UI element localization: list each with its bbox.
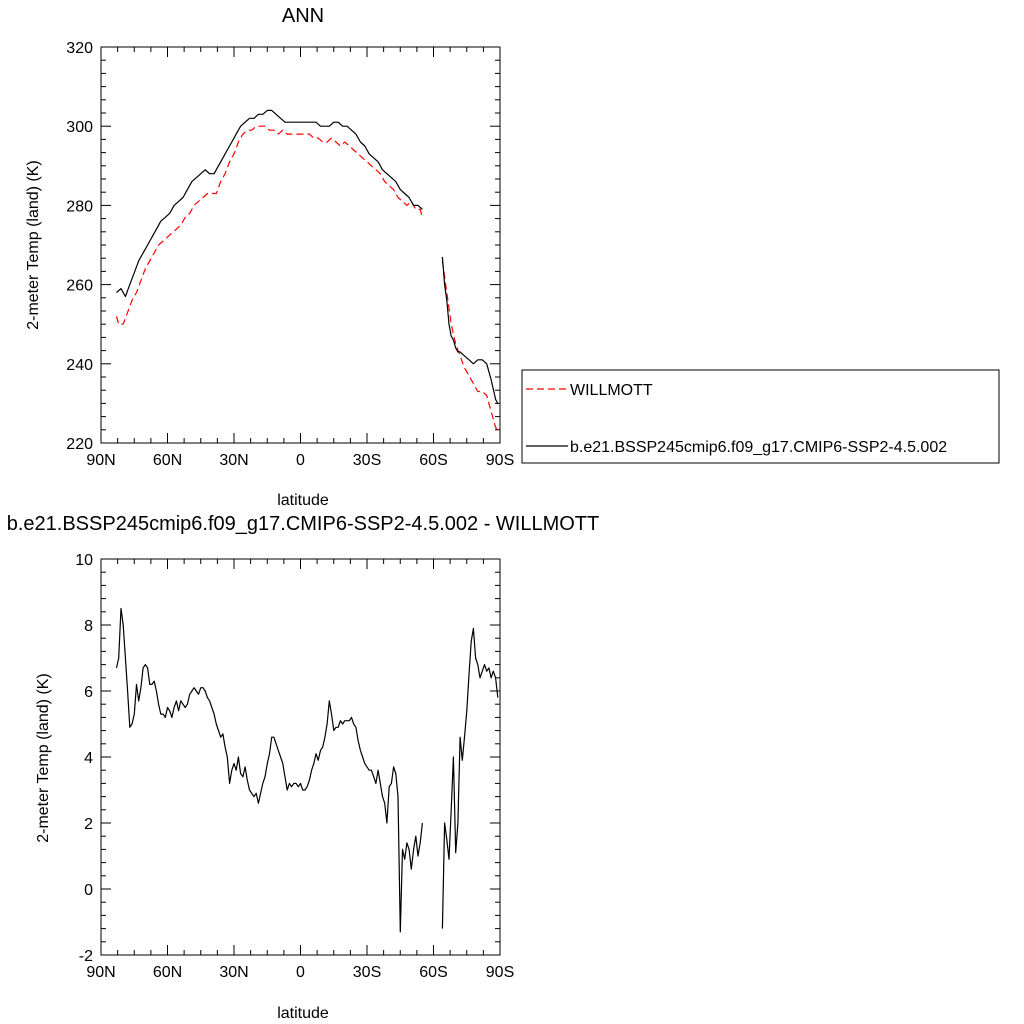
top-y-tick-label: 300	[66, 119, 93, 136]
bottom-x-tick-label: 60S	[419, 964, 447, 981]
legend-label-willmott: WILLMOTT	[570, 382, 653, 399]
bottom-chart-panel: b.e21.BSSP245cmip6.f09_g17.CMIP6-SSP2-4.…	[7, 513, 600, 1022]
bottom-x-axis-label: latitude	[277, 1005, 329, 1022]
bottom-y-tick-label: 4	[84, 750, 93, 767]
top-x-tick-label: 90S	[486, 452, 514, 469]
top-series-1-line-segment-0	[116, 109, 423, 298]
top-y-axis-label: 2-meter Temp (land) (K)	[25, 160, 42, 330]
bottom-chart-title: b.e21.BSSP245cmip6.f09_g17.CMIP6-SSP2-4.…	[7, 513, 600, 535]
bottom-series-0-line-segment-1	[441, 627, 499, 929]
bottom-x-tick-label: 0	[296, 964, 305, 981]
top-x-tick-label: 30S	[353, 452, 381, 469]
bottom-x-tick-label: 30N	[219, 964, 248, 981]
bottom-plot-area: 90N 60N 30N 0 30S 60S 90S -2 0 2 4 6 8 10	[75, 552, 514, 981]
bottom-plot-frame	[100, 558, 501, 956]
top-y-tick-label: 280	[66, 198, 93, 215]
legend-box	[521, 369, 1000, 464]
top-plot-area: 90N 60N 30N 0 30S 60S 90S 220 240 260 280 300 320	[66, 40, 514, 469]
bottom-x-tick-label: 90N	[86, 964, 115, 981]
top-x-tick-label: 60S	[419, 452, 447, 469]
bottom-y-tick-label: 6	[84, 684, 93, 701]
legend: WILLMOTT b.e21.BSSP245cmip6.f09_g17.CMIP…	[521, 369, 1000, 464]
bottom-x-tick-label: 60N	[153, 964, 182, 981]
top-series-1-line-segment-1	[441, 256, 499, 404]
bottom-y-tick-label: 8	[84, 618, 93, 635]
top-y-tick-label: 220	[66, 436, 93, 453]
top-chart-title: ANN	[282, 5, 324, 27]
legend-label-model: b.e21.BSSP245cmip6.f09_g17.CMIP6-SSP2-4.…	[570, 439, 947, 456]
top-y-tick-label: 320	[66, 40, 93, 57]
top-x-tick-label: 90N	[86, 452, 115, 469]
bottom-y-tick-label: -2	[79, 948, 93, 965]
bottom-y-tick-label: 0	[84, 882, 93, 899]
bottom-y-tick-label: 10	[75, 552, 93, 569]
bottom-series-0-line-segment-0	[115, 607, 423, 933]
bottom-x-tick-label: 90S	[486, 964, 514, 981]
top-x-axis-label: latitude	[277, 492, 329, 509]
top-x-tick-label: 60N	[153, 452, 182, 469]
top-series-0-line-segment-0	[115, 125, 423, 325]
top-x-tick-label: 0	[296, 452, 305, 469]
top-x-tick-label: 30N	[219, 452, 248, 469]
top-series-0-line-segment-1	[441, 260, 499, 432]
bottom-y-axis-label: 2-meter Temp (land) (K)	[35, 673, 52, 843]
top-chart-panel: ANN 90N 60N 30N 0 30S 60S 90S 220 240 260 280 300 32…	[25, 5, 514, 509]
bottom-x-tick-label: 30S	[353, 964, 381, 981]
bottom-y-tick-label: 2	[84, 816, 93, 833]
top-y-tick-label: 240	[66, 357, 93, 374]
top-y-tick-label: 260	[66, 278, 93, 295]
top-plot-frame	[100, 46, 501, 444]
